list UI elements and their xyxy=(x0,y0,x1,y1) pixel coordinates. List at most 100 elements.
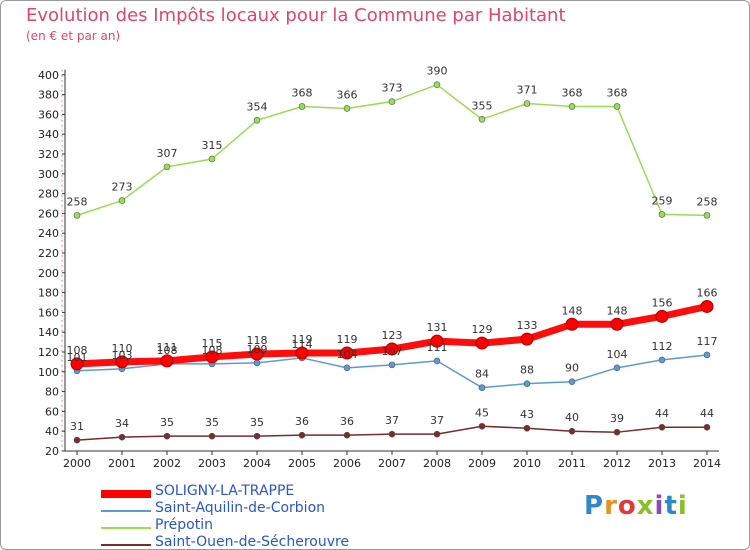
x-tick-label: 2000 xyxy=(63,457,91,470)
y-tick-label: 220 xyxy=(38,247,59,260)
x-tick-label: 2007 xyxy=(378,457,406,470)
data-label: 166 xyxy=(697,286,718,299)
data-point xyxy=(523,424,531,432)
data-label: 123 xyxy=(382,329,403,342)
x-tick-label: 2008 xyxy=(423,457,451,470)
data-point xyxy=(118,197,126,204)
data-point xyxy=(205,350,219,364)
data-label: 111 xyxy=(427,341,448,354)
data-point xyxy=(433,81,441,88)
data-label: 35 xyxy=(205,416,219,429)
y-tick-label: 60 xyxy=(45,405,59,418)
y-tick-label: 20 xyxy=(45,445,59,458)
data-label: 315 xyxy=(202,139,223,152)
x-tick-label: 2002 xyxy=(153,457,181,470)
data-label: 368 xyxy=(292,86,313,99)
data-label: 258 xyxy=(67,195,88,208)
data-label: 307 xyxy=(157,147,178,160)
x-tick-label: 2006 xyxy=(333,457,361,470)
data-label: 131 xyxy=(427,321,448,334)
y-tick-label: 380 xyxy=(38,89,59,102)
data-label: 44 xyxy=(655,407,669,420)
y-tick-label: 140 xyxy=(38,326,59,339)
x-tick-label: 2010 xyxy=(513,457,541,470)
data-point xyxy=(73,436,81,444)
data-point xyxy=(118,433,126,441)
x-tick-label: 2014 xyxy=(693,457,721,470)
data-label: 101 xyxy=(67,351,88,364)
logo-letter: P xyxy=(584,491,605,521)
data-point xyxy=(250,347,264,361)
y-tick-label: 200 xyxy=(38,267,59,280)
data-point xyxy=(568,427,576,435)
x-tick-label: 2001 xyxy=(108,457,136,470)
data-point xyxy=(115,355,129,369)
data-point xyxy=(613,103,621,110)
data-label: 373 xyxy=(382,82,403,95)
data-point xyxy=(523,100,531,107)
y-tick-label: 300 xyxy=(38,168,59,181)
data-label: 84 xyxy=(475,368,489,381)
data-label: 368 xyxy=(607,86,628,99)
data-label: 37 xyxy=(385,414,399,427)
data-point xyxy=(253,432,261,440)
logo-letter: i xyxy=(654,491,665,521)
proxiti-logo: Proxiti xyxy=(584,491,688,521)
data-point xyxy=(478,116,486,123)
data-label: 108 xyxy=(67,344,88,357)
data-point xyxy=(298,103,306,110)
x-tick-label: 2003 xyxy=(198,457,226,470)
data-label: 36 xyxy=(295,415,309,428)
data-label: 133 xyxy=(517,319,538,332)
data-label: 39 xyxy=(610,412,624,425)
data-label: 31 xyxy=(70,420,84,433)
data-point xyxy=(568,378,576,386)
y-tick-label: 120 xyxy=(38,346,59,359)
y-tick-label: 160 xyxy=(38,306,59,319)
data-label: 273 xyxy=(112,181,133,194)
data-point xyxy=(568,103,576,110)
y-tick-label: 320 xyxy=(38,148,59,161)
data-label: 35 xyxy=(160,416,174,429)
data-point xyxy=(658,423,666,431)
data-label: 44 xyxy=(700,407,714,420)
data-label: 111 xyxy=(157,341,178,354)
data-point xyxy=(658,356,666,364)
data-point xyxy=(295,346,309,360)
y-tick-label: 180 xyxy=(38,287,59,300)
y-tick-label: 260 xyxy=(38,207,59,220)
data-label: 390 xyxy=(427,65,448,78)
data-point xyxy=(343,105,351,112)
y-tick-label: 80 xyxy=(45,386,59,399)
data-label: 115 xyxy=(202,337,223,350)
data-label: 109 xyxy=(247,343,268,356)
data-point xyxy=(253,117,261,124)
data-point xyxy=(520,332,534,346)
data-point xyxy=(208,432,216,440)
legend-swatch xyxy=(101,527,151,529)
data-label: 148 xyxy=(607,304,628,317)
logo-letter: x xyxy=(636,491,655,521)
data-label: 156 xyxy=(652,296,673,309)
data-point xyxy=(208,155,216,163)
data-label: 119 xyxy=(337,333,358,346)
data-point xyxy=(163,163,171,171)
logo-letter: t xyxy=(664,491,678,521)
data-label: 88 xyxy=(520,364,534,377)
data-point xyxy=(388,430,396,438)
data-point xyxy=(340,346,354,360)
logo-letter: i xyxy=(677,491,688,521)
data-point xyxy=(658,211,666,218)
y-tick-label: 100 xyxy=(38,366,59,379)
data-label: 259 xyxy=(652,194,673,207)
data-point xyxy=(475,336,489,350)
logo-letter: r xyxy=(604,491,618,521)
data-point xyxy=(388,98,396,105)
data-label: 118 xyxy=(247,334,268,347)
data-label: 107 xyxy=(382,345,403,358)
data-label: 103 xyxy=(112,349,133,362)
x-tick-label: 2005 xyxy=(288,457,316,470)
y-tick-label: 360 xyxy=(38,108,59,121)
data-point xyxy=(655,309,669,323)
legend-label: Saint-Aquilin-de-Corbion xyxy=(155,500,326,516)
